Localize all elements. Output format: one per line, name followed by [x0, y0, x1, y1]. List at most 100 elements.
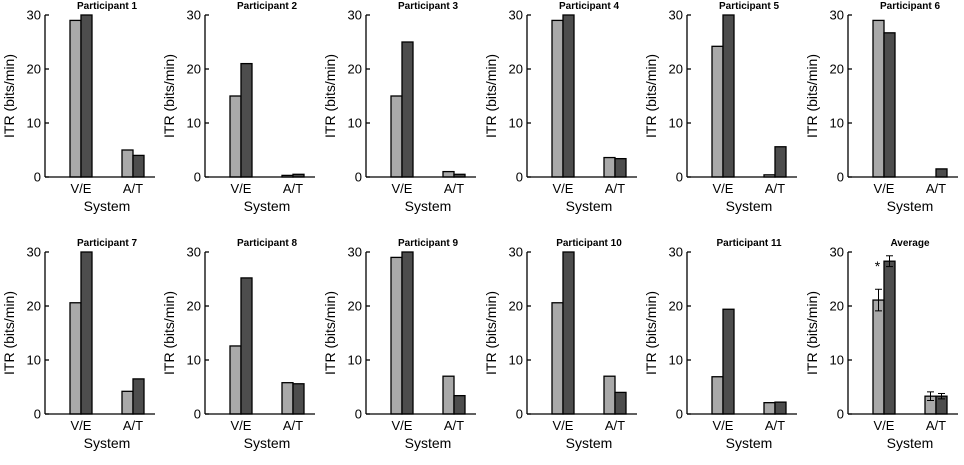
chart-panel-7-title: Participant 7: [77, 238, 137, 249]
chart-panel-3-y-tick-label-2: 20: [348, 62, 362, 77]
chart-panel-2-title: Participant 2: [237, 1, 297, 12]
chart-panel-5-y-tick-label-0: 0: [676, 170, 683, 185]
chart-panel-12-y-tick-label-3: 30: [830, 245, 844, 260]
chart-panel-7-x-tick-label-2: A/T: [123, 418, 143, 433]
chart-panel-9-bar-AT-series-2: [453, 394, 466, 415]
chart-panel-6-bar-VE-series-1: [872, 19, 885, 178]
chart-panel-10-title: Participant 10: [556, 238, 622, 249]
chart-panel-10-y-tick-label-0: 0: [516, 407, 523, 422]
chart-panel-4-y-axis-label: ITR (bits/min): [483, 54, 499, 138]
chart-panel-3-y-tick-label-1: 10: [348, 116, 362, 131]
chart-panel-9-x-axis-label: System: [405, 435, 452, 451]
chart-panel-3-y-tick-label-0: 0: [355, 170, 362, 185]
chart-panel-1-bar-VE-series-2: [80, 14, 93, 178]
chart-panel-11-title: Participant 11: [716, 238, 781, 249]
chart-panel-4-x-tick-label-2: A/T: [605, 181, 625, 196]
chart-panel-5-y-tick-label-2: 20: [669, 62, 683, 77]
chart-panel-7-y-tick-label-1: 10: [27, 353, 41, 368]
chart-panel-8-title: Participant 8: [237, 238, 297, 249]
chart-panel-12-y-tick-label-1: 10: [830, 353, 844, 368]
chart-panel-11-x-tick-label-1: V/E: [713, 418, 734, 433]
chart-panel-5-x-tick-label-1: V/E: [713, 181, 734, 196]
chart-panel-6-y-tick-label-3: 30: [830, 8, 844, 23]
chart-panel-3-bar-VE-series-2: [401, 41, 414, 178]
chart-panel-10-bar-VE-series-1: [551, 302, 564, 415]
chart-panel-1-x-tick-label-2: A/T: [123, 181, 143, 196]
chart-panel-6-x-axis-label: System: [887, 198, 934, 214]
chart-panel-8-y-tick-label-1: 10: [187, 353, 201, 368]
chart-panel-5-x-axis-label: System: [726, 198, 773, 214]
chart-panel-10-y-axis-label: ITR (bits/min): [483, 291, 499, 375]
chart-panel-1-y-tick-label-1: 10: [27, 116, 41, 131]
chart-panel-9-y-tick-label-2: 20: [348, 299, 362, 314]
chart-panel-9-bar-VE-series-1: [390, 256, 403, 415]
chart-panel-11-bar-VE-series-2: [722, 308, 735, 415]
chart-panel-11-y-tick-label-1: 10: [669, 353, 683, 368]
chart-panel-1-x-axis-label: System: [84, 198, 131, 214]
chart-panel-1-bar-AT-series-1: [121, 149, 134, 178]
chart-panel-1-title: Participant 1: [77, 1, 137, 12]
chart-panel-7: 0 10 20 30 V/E A/T System ITR (bits/min) Partici…: [1, 238, 155, 451]
chart-panel-12-significance-annotation: *: [875, 258, 881, 274]
chart-panel-1-y-tick-label-3: 30: [27, 8, 41, 23]
chart-panel-12-y-tick-label-2: 20: [830, 299, 844, 314]
chart-panel-11-bar-VE-series-1: [711, 376, 724, 415]
chart-panel-8-bar-AT-series-1: [281, 382, 294, 415]
chart-panel-8-bar-VE-series-1: [229, 345, 242, 415]
chart-panel-6-y-axis-label: ITR (bits/min): [804, 54, 820, 138]
chart-panel-8-x-axis-label: System: [244, 435, 291, 451]
chart-panel-9-bar-AT-series-1: [442, 375, 455, 415]
chart-panel-8-bar-VE-series-2: [240, 277, 253, 415]
chart-panel-8-y-tick-label-3: 30: [187, 245, 201, 260]
chart-panel-8: 0 10 20 30 V/E A/T System ITR (bits/min) Partici…: [161, 238, 315, 451]
chart-panel-9-y-tick-label-3: 30: [348, 245, 362, 260]
chart-panel-5-bar-AT-series-2: [774, 146, 787, 178]
chart-panel-12: 0 10 20 30 V/E A/T System ITR (bits/min) Average…: [804, 238, 958, 451]
chart-panel-8-y-axis-label: ITR (bits/min): [161, 291, 177, 375]
chart-panel-2: 0 10 20 30 V/E A/T System ITR (bits/min) Partici…: [161, 1, 315, 214]
chart-panel-7-bar-VE-series-2: [80, 251, 93, 415]
chart-panel-3-y-tick-label-3: 30: [348, 8, 362, 23]
chart-panel-7-y-tick-label-3: 30: [27, 245, 41, 260]
chart-panel-5: 0 10 20 30 V/E A/T System ITR (bits/min) Partici…: [643, 1, 797, 214]
chart-panel-6-x-tick-label-1: V/E: [874, 181, 895, 196]
chart-panel-6-y-tick-label-0: 0: [837, 170, 844, 185]
chart-panel-3-x-tick-label-2: A/T: [444, 181, 464, 196]
chart-panel-10-bar-AT-series-2: [614, 391, 627, 415]
chart-panel-6-y-tick-label-1: 10: [830, 116, 844, 131]
chart-panel-3-y-axis-label: ITR (bits/min): [322, 54, 338, 138]
chart-panel-9-x-tick-label-2: A/T: [444, 418, 464, 433]
chart-panel-4-bar-VE-series-2: [562, 14, 575, 178]
chart-panel-1-bar-VE-series-1: [69, 19, 82, 178]
chart-panel-2-y-tick-label-2: 20: [187, 62, 201, 77]
chart-panel-6-x-tick-label-2: A/T: [926, 181, 946, 196]
chart-panel-9: 0 10 20 30 V/E A/T System ITR (bits/min) Partici…: [322, 238, 476, 451]
chart-panel-7-y-axis-label: ITR (bits/min): [1, 291, 17, 375]
chart-panel-3-bar-AT-series-1: [442, 170, 455, 178]
chart-panel-8-y-tick-label-0: 0: [194, 407, 201, 422]
chart-panel-2-bar-VE-series-1: [229, 95, 242, 178]
chart-panel-8-bar-AT-series-2: [292, 383, 305, 415]
chart-panel-11-bar-AT-series-1: [763, 402, 776, 415]
chart-panel-7-bar-VE-series-1: [69, 302, 82, 415]
chart-panel-9-bar-VE-series-2: [401, 251, 414, 415]
chart-panel-1-x-tick-label-1: V/E: [71, 181, 92, 196]
chart-panel-5-bar-VE-series-2: [722, 14, 735, 178]
chart-panel-10-x-tick-label-1: V/E: [553, 418, 574, 433]
chart-panel-11-bar-AT-series-2: [774, 401, 787, 415]
chart-panel-10: 0 10 20 30 V/E A/T System ITR (bits/min) Partici…: [483, 238, 637, 451]
chart-panel-10-y-tick-label-3: 30: [509, 245, 523, 260]
chart-panel-1-y-tick-label-2: 20: [27, 62, 41, 77]
chart-panel-12-y-axis-label: ITR (bits/min): [804, 291, 820, 375]
chart-panel-10-x-tick-label-2: A/T: [605, 418, 625, 433]
chart-panel-1-bar-AT-series-2: [132, 154, 145, 178]
chart-panel-10-bar-VE-series-2: [562, 251, 575, 415]
chart-panel-9-y-tick-label-0: 0: [355, 407, 362, 422]
chart-panel-6-title: Participant 6: [880, 1, 940, 12]
chart-panel-9-y-axis-label: ITR (bits/min): [322, 291, 338, 375]
chart-panel-11-x-axis-label: System: [726, 435, 773, 451]
chart-panel-6-bar-AT-series-2: [935, 168, 948, 178]
chart-panel-10-bar-AT-series-1: [603, 375, 616, 415]
chart-panel-1-y-tick-label-0: 0: [34, 170, 41, 185]
